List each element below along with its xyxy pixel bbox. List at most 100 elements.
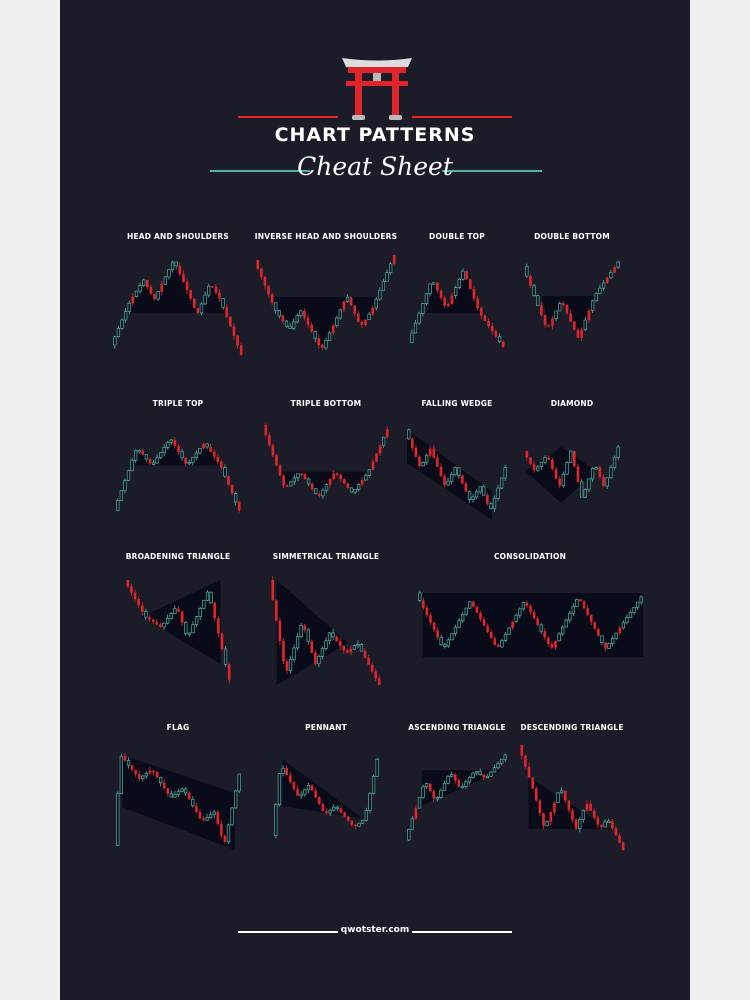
bull-candle — [417, 797, 422, 809]
bull-candle — [446, 639, 450, 647]
bull-candle — [306, 629, 310, 642]
bear-candle — [525, 451, 528, 458]
bull-candle — [226, 824, 230, 843]
bear-candle — [587, 310, 590, 321]
bull-candle — [446, 775, 450, 784]
bear-candle — [285, 485, 289, 488]
bear-candle — [414, 808, 418, 819]
bear-candle — [303, 310, 306, 318]
bear-candle — [578, 599, 582, 602]
bear-candle — [223, 835, 226, 842]
bear-candle — [148, 770, 151, 774]
bull-candle — [172, 608, 177, 614]
bull-candle — [605, 477, 609, 487]
bull-candle — [140, 775, 144, 780]
bear-candle — [214, 286, 218, 293]
bull-candle — [442, 644, 446, 647]
bull-candle — [606, 820, 610, 823]
bear-candle — [468, 279, 472, 289]
bull-candle — [137, 450, 141, 453]
bear-candle — [215, 812, 219, 824]
bear-candle — [598, 467, 601, 477]
bear-candle — [198, 812, 201, 819]
bull-candle — [126, 760, 130, 766]
bull-candle — [431, 282, 435, 285]
bull-candle — [556, 633, 561, 642]
bull-candle — [190, 624, 195, 634]
bull-candle — [317, 655, 321, 665]
bull-candle — [335, 317, 339, 326]
bull-candle — [207, 285, 211, 296]
bear-candle — [180, 611, 183, 623]
bull-candle — [489, 771, 493, 777]
bull-candle — [381, 436, 385, 446]
bear-candle — [585, 608, 589, 616]
bear-candle — [546, 637, 550, 644]
bear-candle — [324, 811, 328, 814]
bear-candle — [446, 303, 450, 306]
bull-candle — [120, 319, 124, 329]
bear-candle — [617, 627, 621, 634]
bear-candle — [367, 657, 370, 665]
bull-candle — [492, 497, 497, 509]
pattern-label: TRIPLE TOP — [152, 399, 204, 408]
bull-candle — [567, 612, 571, 621]
pattern-chart — [407, 753, 507, 842]
bull-candle — [471, 772, 475, 778]
bull-candle — [514, 614, 518, 622]
bear-candle — [442, 298, 446, 306]
bull-candle — [557, 302, 561, 312]
bear-candle — [158, 624, 162, 627]
bear-candle — [538, 800, 541, 814]
bear-candle — [561, 303, 565, 306]
bear-candle — [572, 321, 576, 330]
bear-candle — [230, 484, 233, 494]
bull-candle — [631, 606, 636, 613]
bull-candle — [464, 781, 468, 787]
bull-candle — [467, 601, 471, 609]
bear-candle — [482, 774, 486, 778]
bull-candle — [197, 448, 202, 454]
bear-candle — [215, 456, 219, 462]
bear-candle — [306, 317, 310, 325]
bear-candle — [592, 810, 596, 818]
pattern-shade — [278, 471, 370, 498]
bull-candle — [471, 496, 475, 500]
bull-candle — [474, 491, 479, 498]
bear-candle — [212, 451, 216, 457]
bear-candle — [490, 326, 494, 332]
bull-candle — [539, 624, 543, 632]
pattern-shade — [121, 755, 235, 850]
bull-candle — [460, 614, 464, 622]
bull-candle — [539, 461, 543, 468]
bear-candle — [313, 790, 317, 798]
bull-candle — [439, 637, 443, 646]
bear-candle — [550, 643, 553, 648]
bull-candle — [284, 320, 289, 327]
bull-candle — [446, 480, 450, 486]
bear-candle — [147, 617, 151, 620]
pattern-chart — [115, 753, 241, 850]
bear-candle — [496, 644, 500, 647]
bull-candle — [485, 775, 490, 779]
pattern-label: PENNANT — [305, 723, 347, 732]
bear-candle — [136, 599, 140, 606]
bull-candle — [413, 322, 417, 334]
bear-candle — [321, 804, 324, 812]
bear-candle — [534, 788, 538, 801]
bull-candle — [424, 783, 429, 788]
bear-candle — [133, 769, 137, 775]
bear-candle — [292, 781, 295, 789]
bear-candle — [149, 286, 153, 294]
bear-candle — [345, 650, 349, 653]
bull-candle — [349, 487, 353, 493]
bear-candle — [219, 823, 223, 836]
pattern-chart — [524, 444, 620, 503]
bull-candle — [367, 469, 371, 476]
bear-candle — [263, 425, 267, 436]
bull-candle — [288, 658, 293, 671]
bear-candle — [482, 619, 485, 626]
pattern-shade — [126, 260, 230, 313]
bear-candle — [153, 293, 156, 300]
bull-candle — [381, 281, 386, 291]
